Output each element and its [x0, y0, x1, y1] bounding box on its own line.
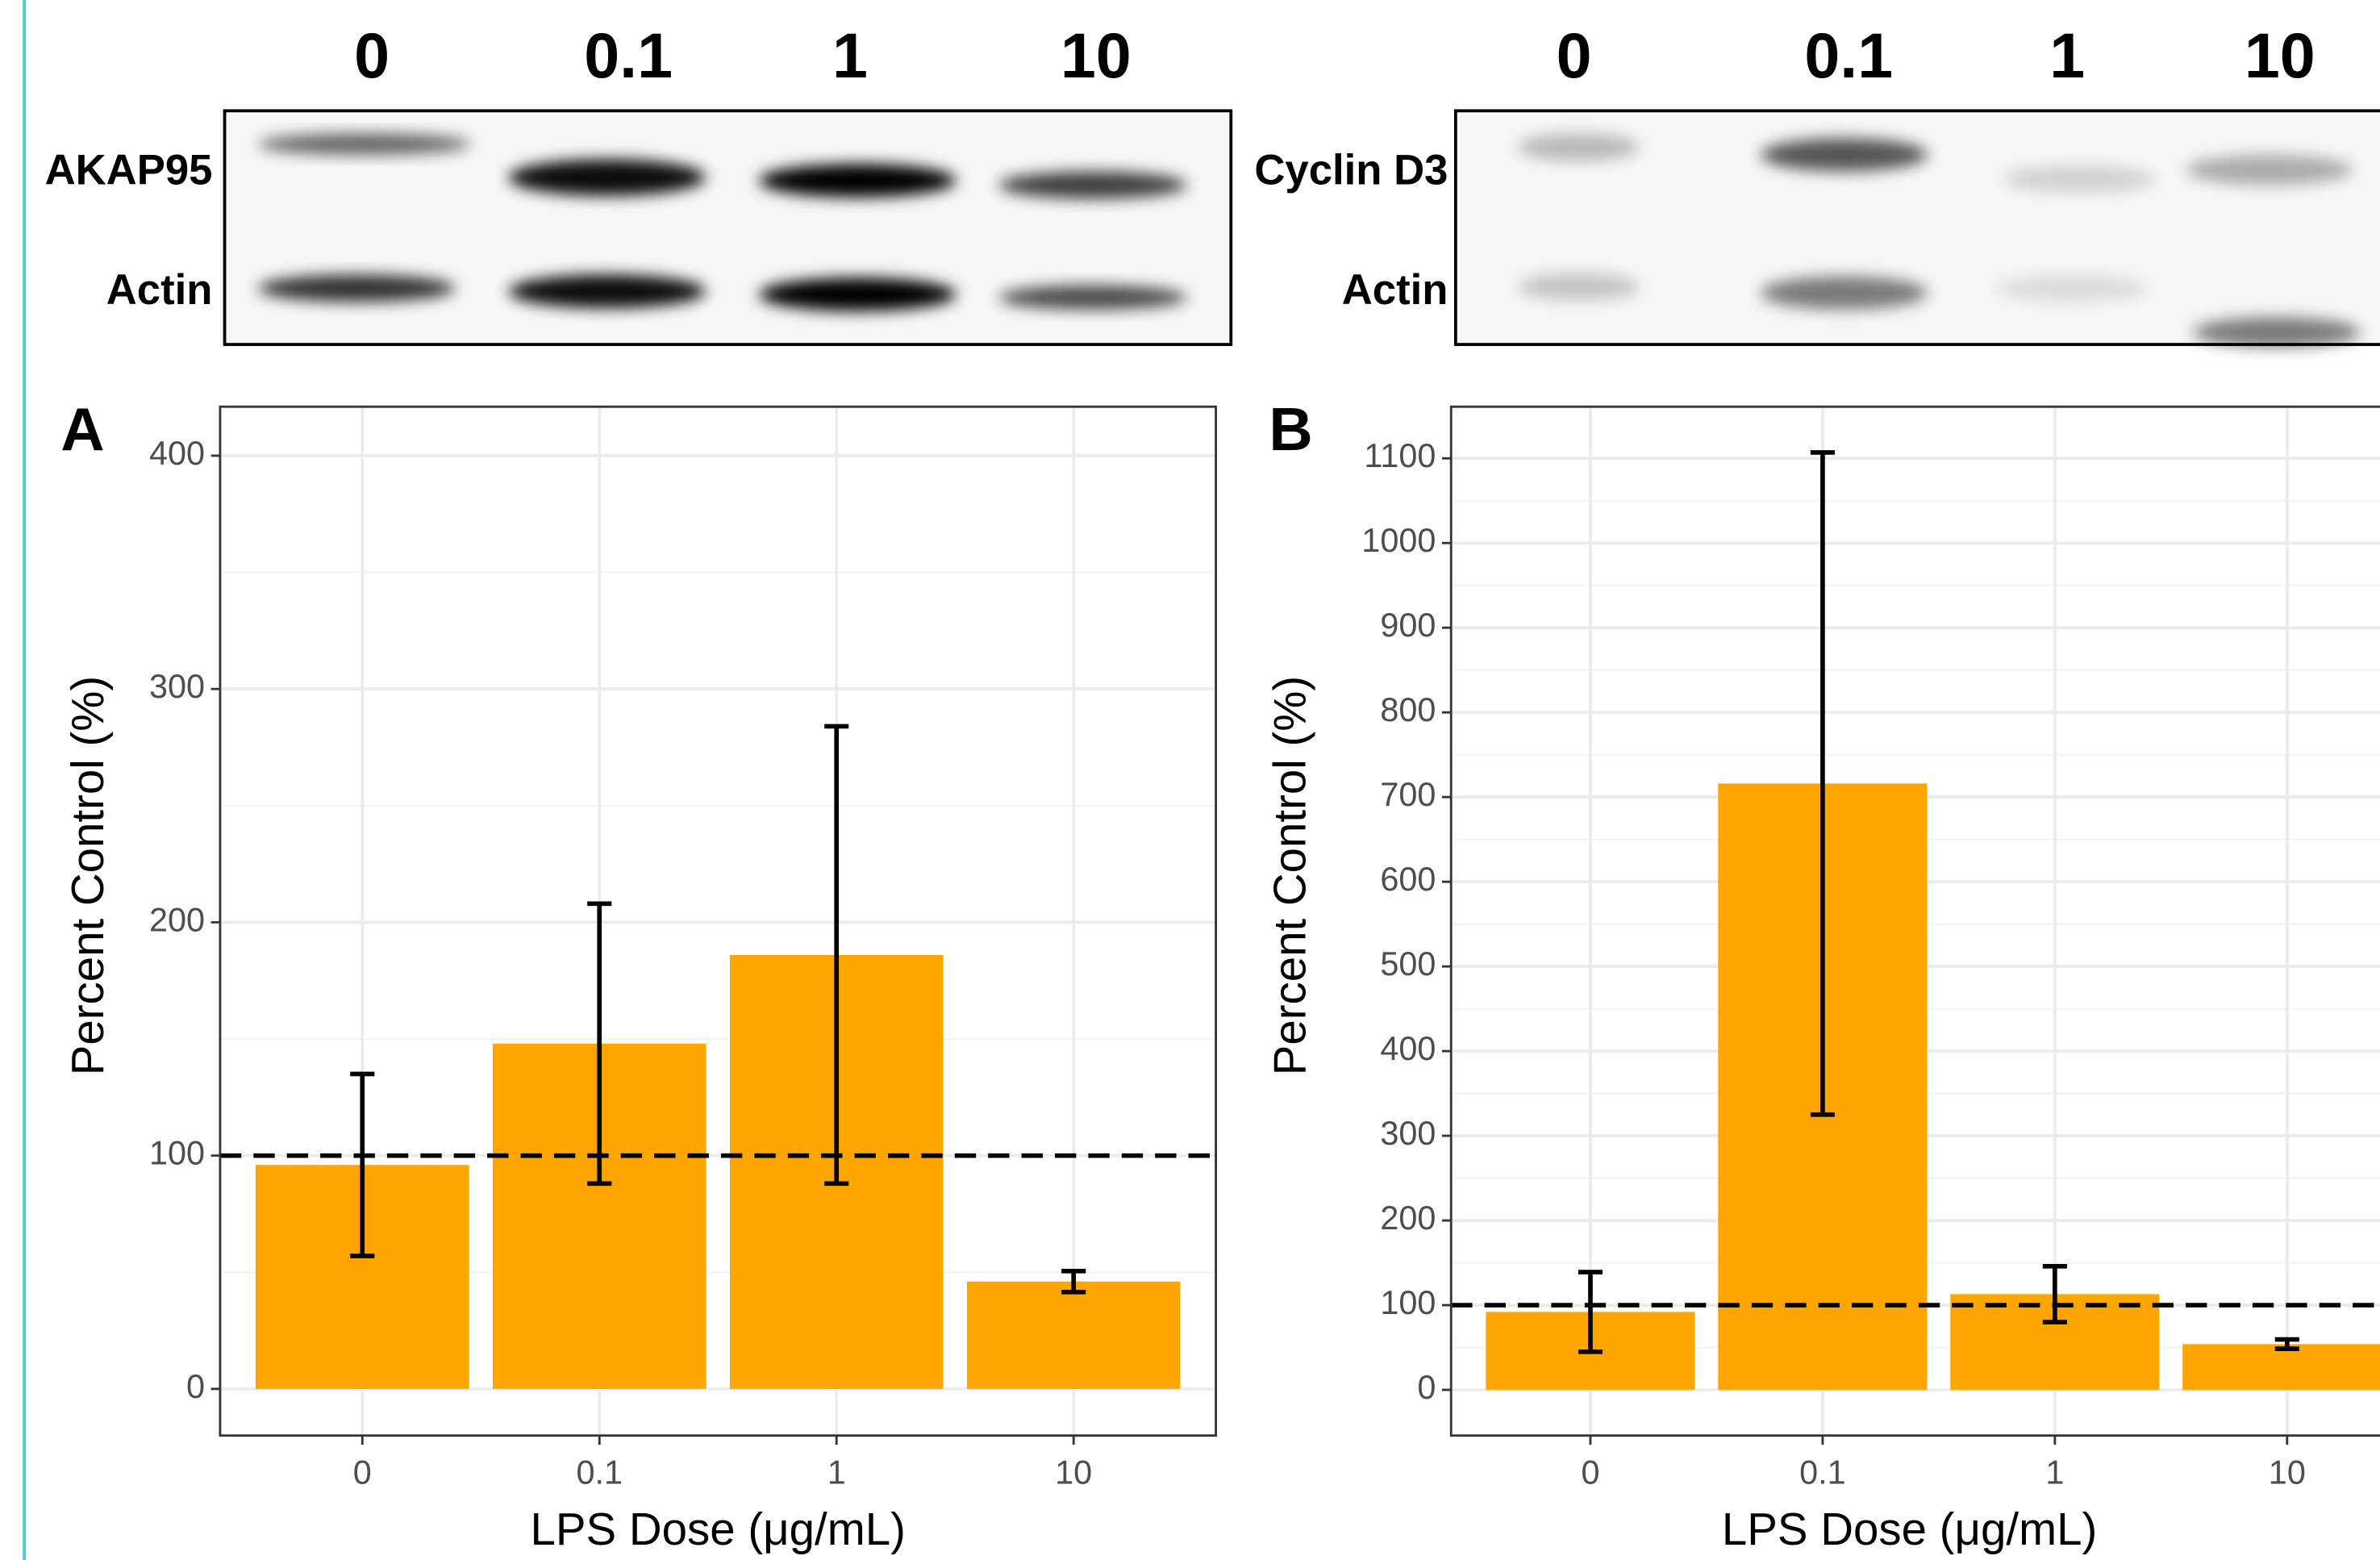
- lane-label: 1: [2049, 19, 2085, 91]
- blot-band: [258, 275, 456, 302]
- y-tick-label: 500: [1380, 945, 1436, 982]
- row-label: AKAP95: [45, 146, 213, 194]
- y-tick-label: 100: [149, 1135, 205, 1172]
- y-tick-label: 700: [1380, 776, 1436, 813]
- x-tick-label: 0.1: [576, 1454, 623, 1491]
- blot-band: [1996, 275, 2148, 302]
- row-label: Cyclin D3: [1254, 146, 1448, 194]
- x-tick-label: 1: [827, 1454, 846, 1491]
- x-axis-title: LPS Dose (μg/mL): [1722, 1504, 2097, 1554]
- y-axis-title: Percent Control (%): [62, 676, 113, 1075]
- y-axis-title: Percent Control (%): [1264, 676, 1315, 1075]
- y-tick-label: 1100: [1364, 437, 1436, 474]
- y-tick-label: 400: [1380, 1030, 1436, 1067]
- y-tick-label: 0: [186, 1368, 205, 1405]
- x-axis-title: LPS Dose (μg/mL): [531, 1504, 906, 1554]
- x-tick-label: 10: [1055, 1454, 1092, 1491]
- blot-band: [998, 172, 1186, 199]
- x-tick-label: 0: [1581, 1454, 1599, 1491]
- blot-band: [508, 160, 706, 196]
- x-tick-label: 1: [2045, 1454, 2064, 1491]
- lane-label: 1: [832, 19, 868, 91]
- y-tick-label: 300: [149, 668, 205, 705]
- y-tick-label: 300: [1380, 1115, 1436, 1152]
- y-tick-label: 600: [1380, 861, 1436, 898]
- blot-band: [759, 277, 957, 311]
- bar: [967, 1282, 1181, 1389]
- blot-band: [998, 286, 1186, 310]
- y-tick-label: 100: [1380, 1284, 1436, 1321]
- y-tick-label: 800: [1380, 691, 1436, 728]
- x-tick-label: 0: [353, 1454, 372, 1491]
- y-tick-label: 200: [1380, 1199, 1436, 1237]
- blot-band: [1761, 138, 1928, 171]
- x-tick-label: 10: [2269, 1454, 2306, 1491]
- row-label: Actin: [106, 266, 213, 314]
- y-tick-label: 1000: [1361, 522, 1436, 559]
- lane-label: 0: [354, 19, 390, 91]
- lane-label: 0.1: [584, 19, 673, 91]
- y-tick-label: 200: [149, 901, 205, 938]
- blot-band: [1518, 273, 1640, 301]
- lane-label: 10: [1061, 19, 1132, 91]
- y-tick-label: 900: [1380, 607, 1436, 644]
- blot-band: [1761, 276, 1928, 309]
- y-tick-label: 0: [1417, 1369, 1436, 1406]
- figure: 00.1110AKAP95Actin00.1110Cyclin D3Actin0…: [0, 0, 2380, 1560]
- lane-label: 10: [2245, 19, 2315, 91]
- blot-band: [258, 134, 470, 155]
- row-label: Actin: [1342, 266, 1448, 314]
- blot-band: [1518, 134, 1640, 161]
- blot-band: [2186, 155, 2353, 186]
- panel-label: B: [1269, 395, 1312, 463]
- blot-band: [2003, 165, 2155, 193]
- blot-band: [508, 275, 706, 308]
- panel-label: A: [60, 395, 104, 463]
- blot-band: [759, 164, 957, 197]
- y-tick-label: 400: [149, 435, 205, 472]
- lane-label: 0.1: [1804, 19, 1893, 91]
- lane-label: 0: [1557, 19, 1592, 91]
- x-tick-label: 0.1: [1799, 1454, 1846, 1491]
